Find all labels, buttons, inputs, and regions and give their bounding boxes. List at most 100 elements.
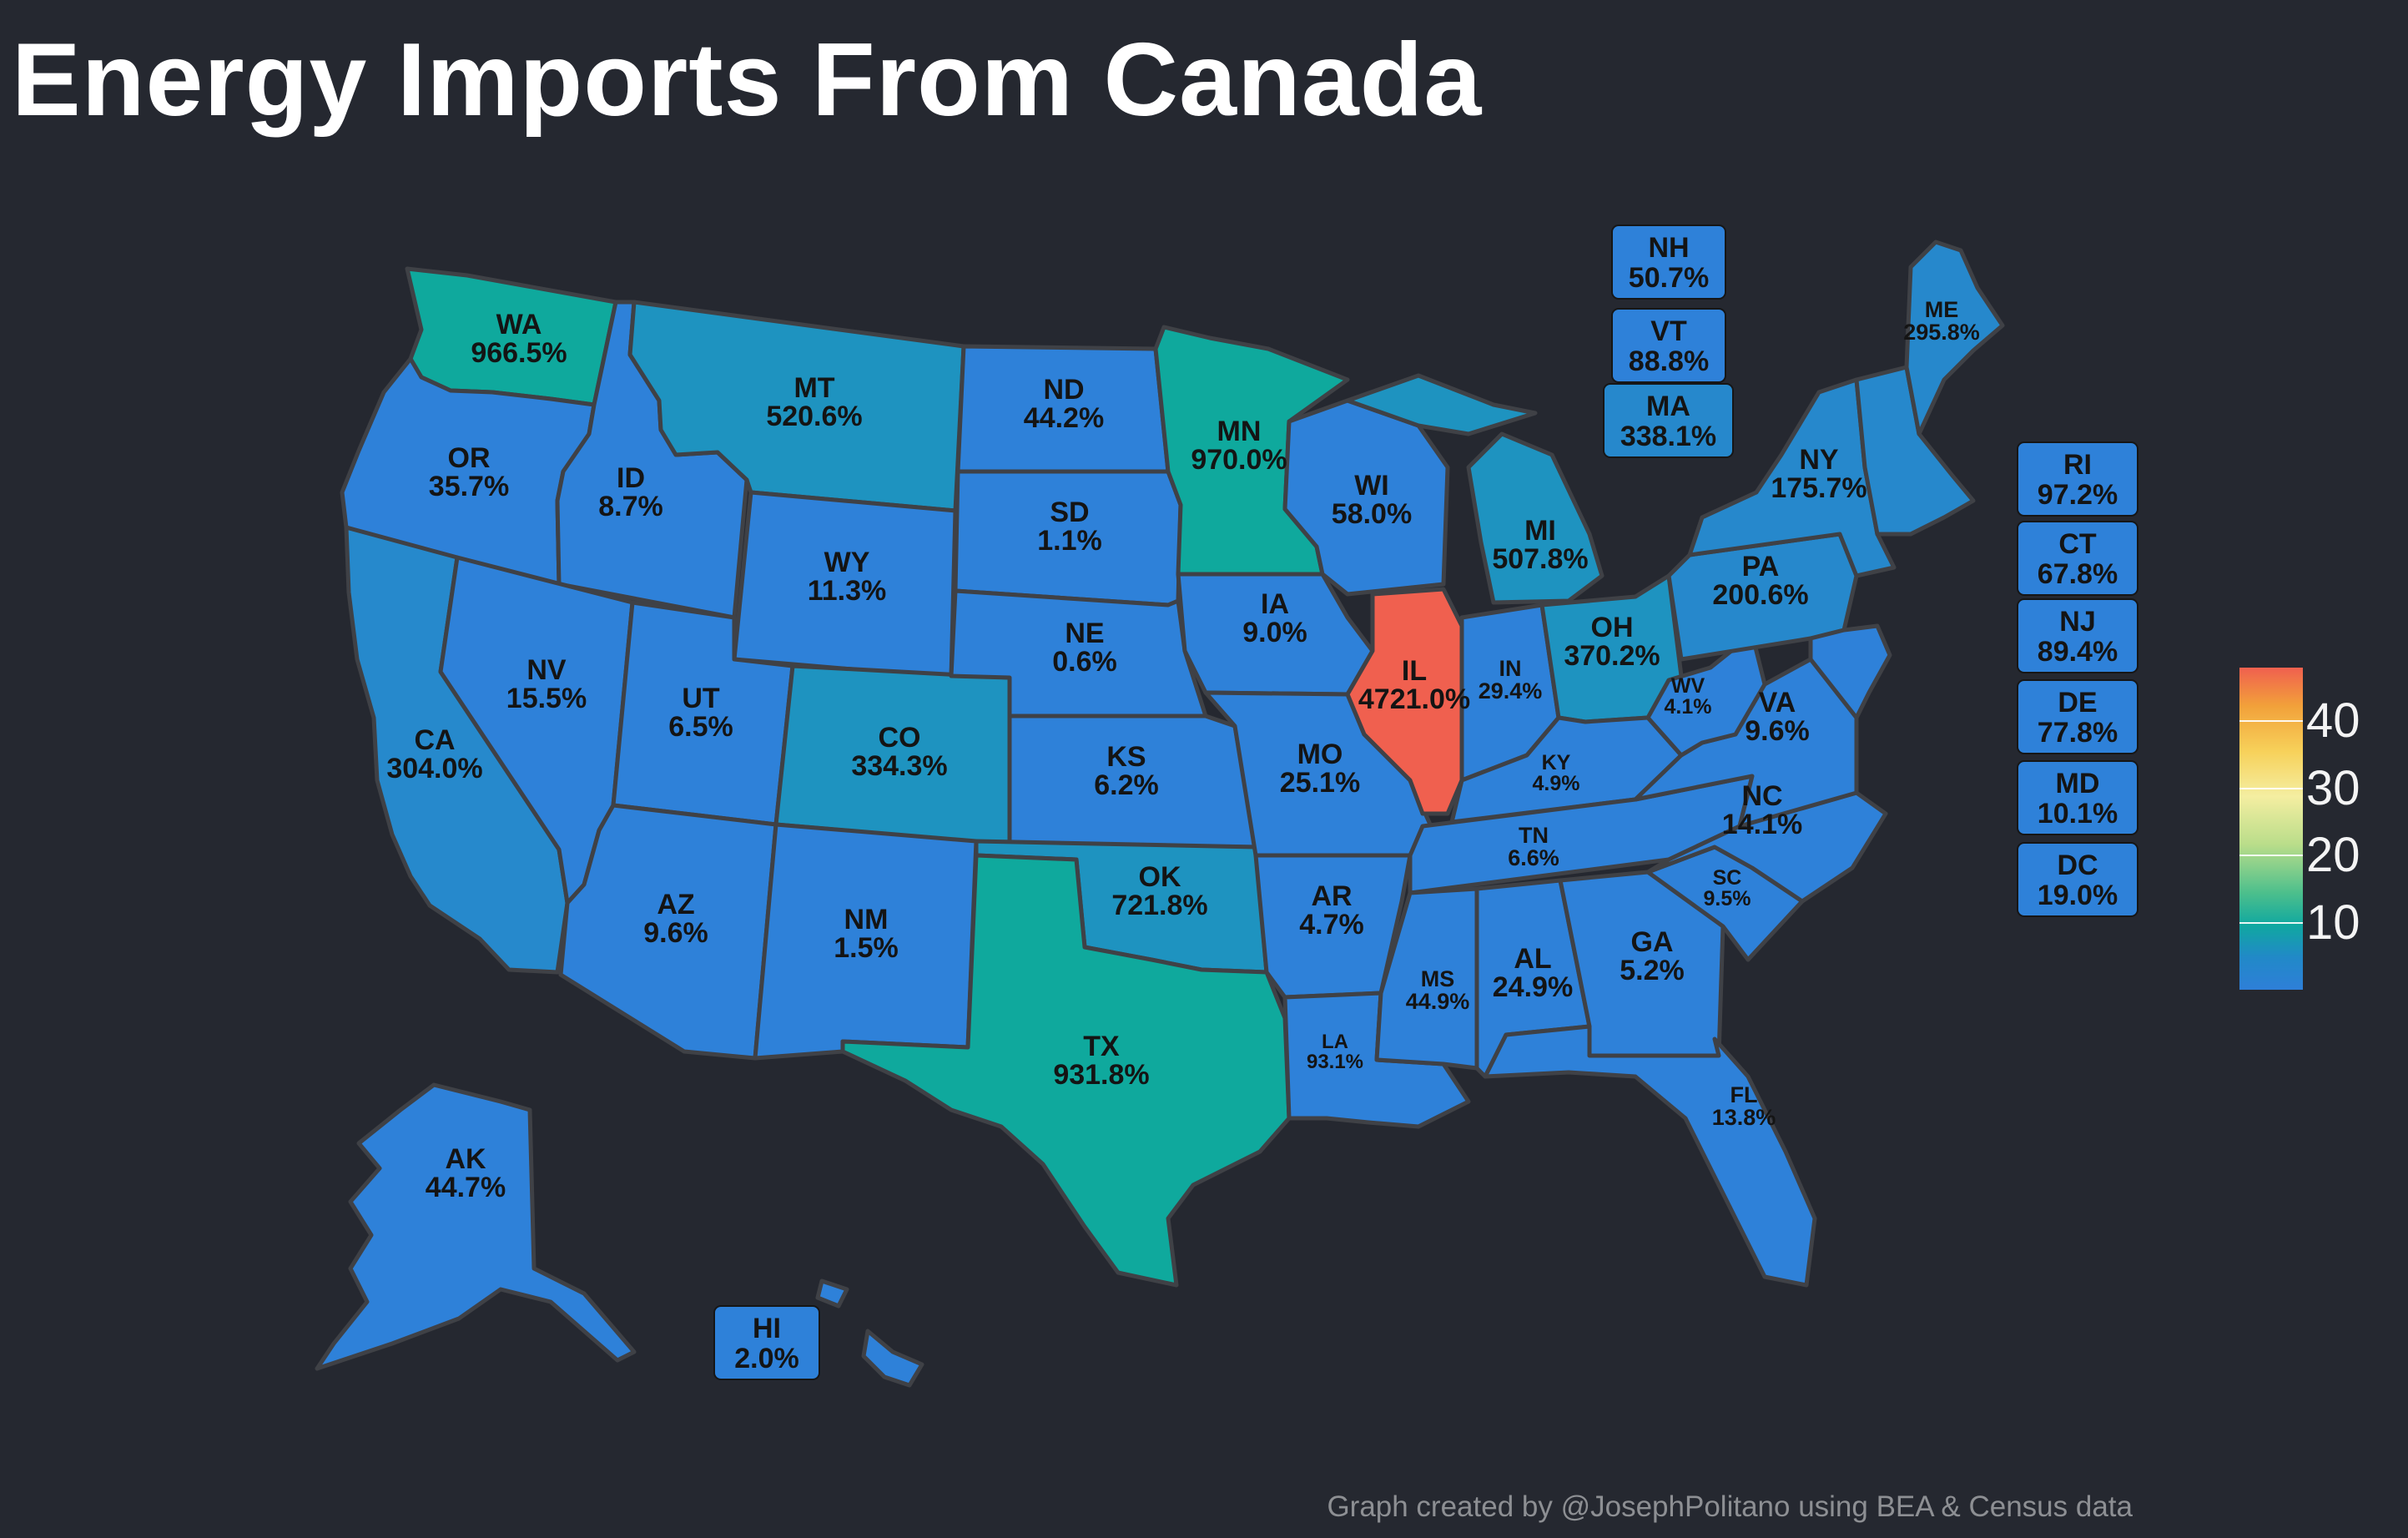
state-value-nc: 14.1% <box>1722 809 1802 840</box>
inset-box-value: 2.0% <box>734 1343 799 1374</box>
state-shape-nj-md[interactable] <box>1808 623 1892 720</box>
state-value-tx: 931.8% <box>1053 1059 1149 1091</box>
state-abbr-mo: MO <box>1297 739 1343 770</box>
inset-box-hi[interactable]: HI2.0% <box>713 1305 820 1380</box>
state-shape-mi[interactable] <box>1466 431 1604 605</box>
state-value-or: 35.7% <box>429 471 509 502</box>
state-abbr-mi: MI <box>1524 515 1556 547</box>
state-abbr-nm: NM <box>844 904 889 935</box>
state-value-il: 4721.0% <box>1358 683 1470 715</box>
state-shape-il[interactable] <box>1345 587 1464 816</box>
inset-box-value: 88.8% <box>1629 345 1709 377</box>
state-abbr-in: IN <box>1499 656 1522 681</box>
legend-tick-mark <box>2239 921 2303 924</box>
state-value-me: 295.8% <box>1903 320 1980 345</box>
state-abbr-id: ID <box>617 462 645 494</box>
inset-box-value: 50.7% <box>1629 262 1709 294</box>
state-value-wa: 966.5% <box>471 337 567 369</box>
inset-box-value: 89.4% <box>2038 636 2118 668</box>
legend-tick-label: 10 <box>2306 895 2360 950</box>
state-value-ak: 44.7% <box>426 1172 506 1203</box>
state-abbr-co: CO <box>879 722 921 754</box>
state-shape-hi-maui[interactable] <box>815 1278 849 1309</box>
state-shape-hi[interactable] <box>861 1329 924 1388</box>
state-value-ok: 721.8% <box>1111 890 1207 921</box>
state-abbr-la: LA <box>1322 1031 1348 1053</box>
state-value-in: 29.4% <box>1479 678 1543 703</box>
inset-box-bg <box>1603 383 1734 458</box>
state-abbr-sc: SC <box>1713 866 1742 890</box>
state-abbr-ny: NY <box>1799 444 1839 476</box>
inset-box-value: 338.1% <box>1620 421 1716 452</box>
state-shape-ak[interactable] <box>315 1082 637 1371</box>
state-value-ky: 4.9% <box>1533 772 1580 795</box>
inset-box-value: 97.2% <box>2038 479 2118 511</box>
state-value-la: 93.1% <box>1307 1051 1363 1073</box>
state-abbr-ky: KY <box>1542 751 1571 774</box>
state-shape-tx[interactable] <box>840 853 1292 1288</box>
state-abbr-az: AZ <box>657 889 694 920</box>
state-value-az: 9.6% <box>643 917 708 949</box>
state-abbr-pa: PA <box>1742 551 1780 582</box>
state-value-pa: 200.6% <box>1712 579 1808 611</box>
inset-box-value: 10.1% <box>2038 798 2118 830</box>
inset-box-abbr: DC <box>2057 850 2098 881</box>
state-abbr-mt: MT <box>793 372 834 404</box>
state-abbr-ia: IA <box>1261 588 1289 620</box>
state-value-ar: 4.7% <box>1299 909 1364 940</box>
state-abbr-nv: NV <box>526 654 567 686</box>
inset-box-bg <box>2017 842 2138 917</box>
state-value-ia: 9.0% <box>1242 617 1307 648</box>
state-shape-mi-up[interactable] <box>1345 373 1538 436</box>
state-value-mi: 507.8% <box>1492 543 1588 575</box>
inset-box-abbr: HI <box>753 1313 781 1344</box>
inset-box-abbr: NH <box>1648 232 1689 264</box>
state-value-wi: 58.0% <box>1332 498 1412 530</box>
state-shape-wv[interactable] <box>1645 632 1767 758</box>
state-abbr-tx: TX <box>1083 1031 1120 1062</box>
state-value-wy: 11.3% <box>808 575 887 607</box>
legend-tick-label: 40 <box>2306 693 2360 749</box>
state-value-ca: 304.0% <box>386 753 482 784</box>
inset-box-value: 67.8% <box>2038 558 2118 590</box>
state-value-tn: 6.6% <box>1508 845 1559 870</box>
inset-box-abbr: NJ <box>2059 606 2095 638</box>
legend-tick-mark <box>2239 787 2303 789</box>
state-abbr-fl: FL <box>1730 1082 1758 1107</box>
state-value-nd: 44.2% <box>1024 402 1104 434</box>
inset-box-value: 19.0% <box>2038 880 2118 911</box>
source-credit: Graph created by @JosephPolitano using B… <box>1327 1490 2133 1523</box>
state-shape-fl[interactable] <box>1483 1024 1817 1288</box>
state-abbr-ca: CA <box>414 724 455 756</box>
state-value-nm: 1.5% <box>834 932 899 964</box>
state-value-ne: 0.6% <box>1052 646 1117 678</box>
state-abbr-wi: WI <box>1354 470 1389 502</box>
state-value-ga: 5.2% <box>1620 955 1685 986</box>
state-shape-me[interactable] <box>1904 240 2005 436</box>
state-value-mo: 25.1% <box>1280 767 1360 799</box>
state-value-al: 24.9% <box>1493 971 1573 1003</box>
inset-box-bg <box>1611 224 1726 300</box>
state-value-wv: 4.1% <box>1665 695 1712 719</box>
state-abbr-wy: WY <box>824 547 870 578</box>
state-abbr-mn: MN <box>1217 416 1262 447</box>
legend-tick-label: 30 <box>2306 760 2360 815</box>
state-abbr-wa: WA <box>496 309 542 340</box>
state-value-oh: 370.2% <box>1564 640 1660 672</box>
state-abbr-nc: NC <box>1741 780 1782 812</box>
inset-box-bg <box>2017 598 2138 673</box>
state-value-co: 334.3% <box>851 750 947 782</box>
legend-tick-label: 20 <box>2306 828 2360 883</box>
inset-box-bg <box>2017 521 2138 596</box>
state-abbr-nd: ND <box>1043 374 1084 406</box>
